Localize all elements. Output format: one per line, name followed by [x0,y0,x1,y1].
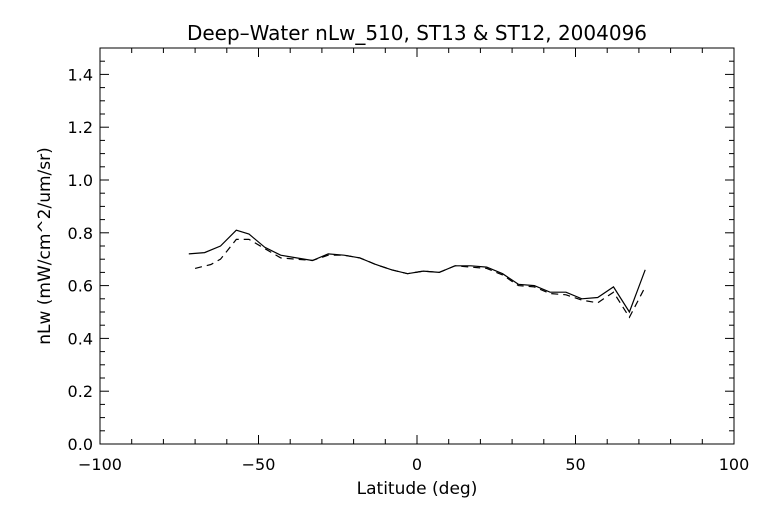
y-tick-label: 0.4 [68,329,93,348]
plot-frame [99,47,735,445]
x-axis-label: Latitude (deg) [357,479,478,499]
axis-ticks [99,48,735,445]
y-tick-label: 0.6 [68,277,93,296]
x-tick-labels: −100 −50 0 50 100 [78,455,749,474]
y-tick-label: 0.0 [68,435,93,454]
series-line-solid [188,229,646,314]
y-tick-label: 1.4 [68,65,93,84]
chart-title: Deep–Water nLw_510, ST13 & ST12, 2004096 [187,21,647,45]
x-tick-label: −50 [242,455,276,474]
y-tick-label: 1.2 [68,118,93,137]
series-line-dashed [194,238,646,319]
y-axis-label: nLw (mW/cm^2/um/sr) [35,147,55,345]
y-tick-label: 0.8 [68,224,93,243]
y-tick-label: 0.2 [68,382,93,401]
x-tick-label: 0 [412,455,422,474]
x-tick-label: 50 [565,455,585,474]
x-tick-label: −100 [78,455,122,474]
y-tick-labels: 0.0 0.2 0.4 0.6 0.8 1.0 1.2 1.4 [68,65,93,454]
y-tick-label: 1.0 [68,171,93,190]
x-tick-label: 100 [719,455,750,474]
series-group [188,229,646,319]
